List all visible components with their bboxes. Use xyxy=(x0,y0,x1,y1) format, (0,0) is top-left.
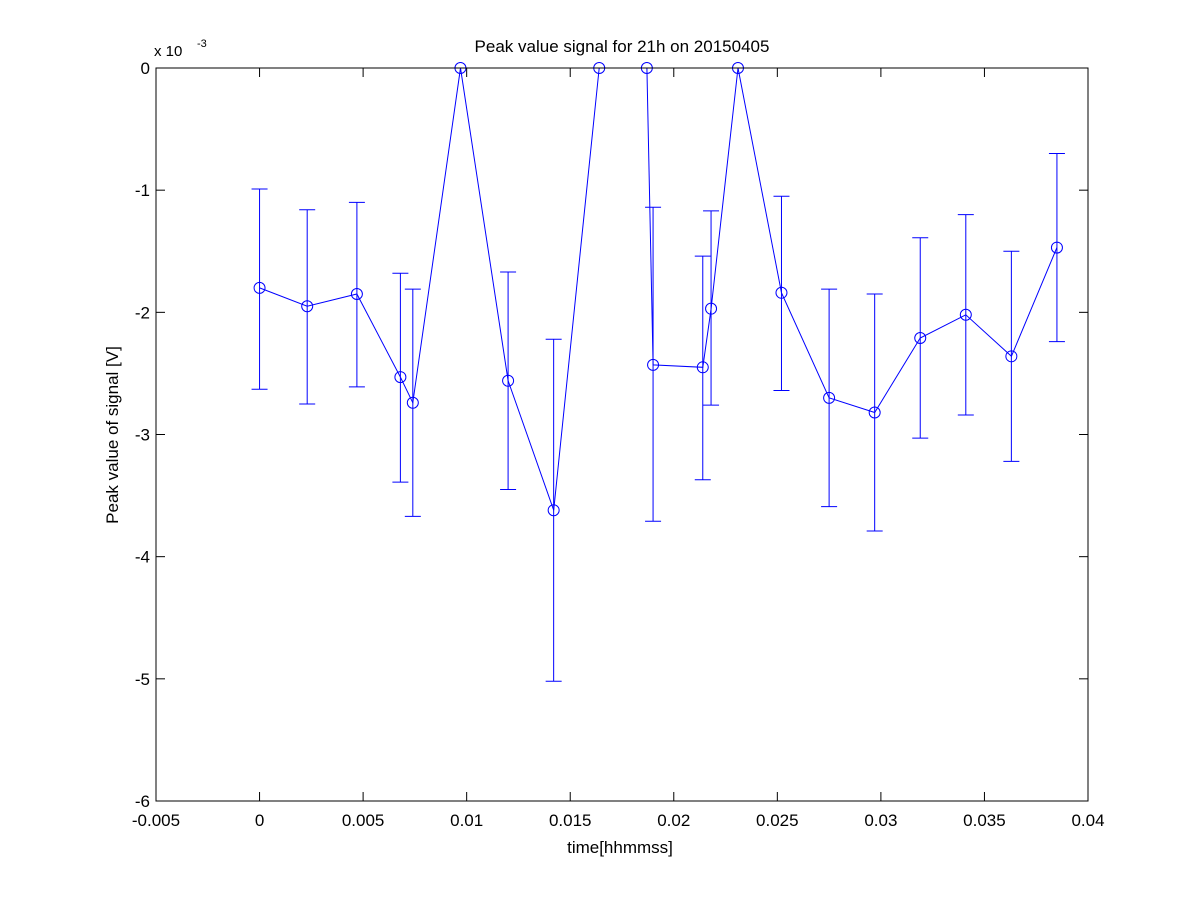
data-point xyxy=(547,504,560,517)
y-tick-label: -3 xyxy=(135,426,150,445)
data-point xyxy=(502,374,515,387)
data-point xyxy=(301,300,314,313)
x-tick-label: 0.025 xyxy=(756,811,799,830)
x-axis-label: time[hhmmss] xyxy=(567,838,673,857)
data-point xyxy=(253,281,266,294)
y-tick-label: -6 xyxy=(135,792,150,811)
x-tick-label: 0.02 xyxy=(657,811,690,830)
data-point xyxy=(775,286,788,299)
data-point xyxy=(959,308,972,321)
data-point xyxy=(1050,241,1063,254)
data-point xyxy=(350,288,363,301)
series-line xyxy=(646,67,1058,414)
data-point xyxy=(406,396,419,409)
x-tick-label: 0.01 xyxy=(450,811,483,830)
data-point xyxy=(696,361,709,374)
chart-title: Peak value signal for 21h on 20150405 xyxy=(475,37,770,56)
y-tick-label: -1 xyxy=(135,181,150,200)
x-tick-label: 0.035 xyxy=(963,811,1006,830)
y-tick-label: -4 xyxy=(135,548,150,567)
data-point xyxy=(705,302,718,315)
y-axis-label: Peak value of signal [V] xyxy=(103,346,122,524)
x-tick-label: 0.03 xyxy=(864,811,897,830)
x-tick-label: 0 xyxy=(255,811,264,830)
data-point xyxy=(394,371,407,384)
y-tick-label: -5 xyxy=(135,670,150,689)
data-point xyxy=(914,331,927,344)
y-exponent-power: -3 xyxy=(197,38,207,50)
data-point xyxy=(1005,350,1018,363)
x-tick-label: -0.005 xyxy=(132,811,180,830)
x-tick-label: 0.04 xyxy=(1071,811,1104,830)
data-point xyxy=(823,391,836,404)
axis-ticks: -0.005 0 0.005 0.01 0.015 0.02 0.025 0.03 0.035 0… xyxy=(132,59,1105,830)
y-tick-label: -2 xyxy=(135,303,150,322)
y-tick-label: 0 xyxy=(141,59,150,78)
y-exponent-label: x 10 xyxy=(154,43,182,60)
data-point xyxy=(647,358,660,371)
x-tick-label: 0.015 xyxy=(549,811,592,830)
data-point xyxy=(868,406,881,419)
x-tick-label: 0.005 xyxy=(342,811,385,830)
